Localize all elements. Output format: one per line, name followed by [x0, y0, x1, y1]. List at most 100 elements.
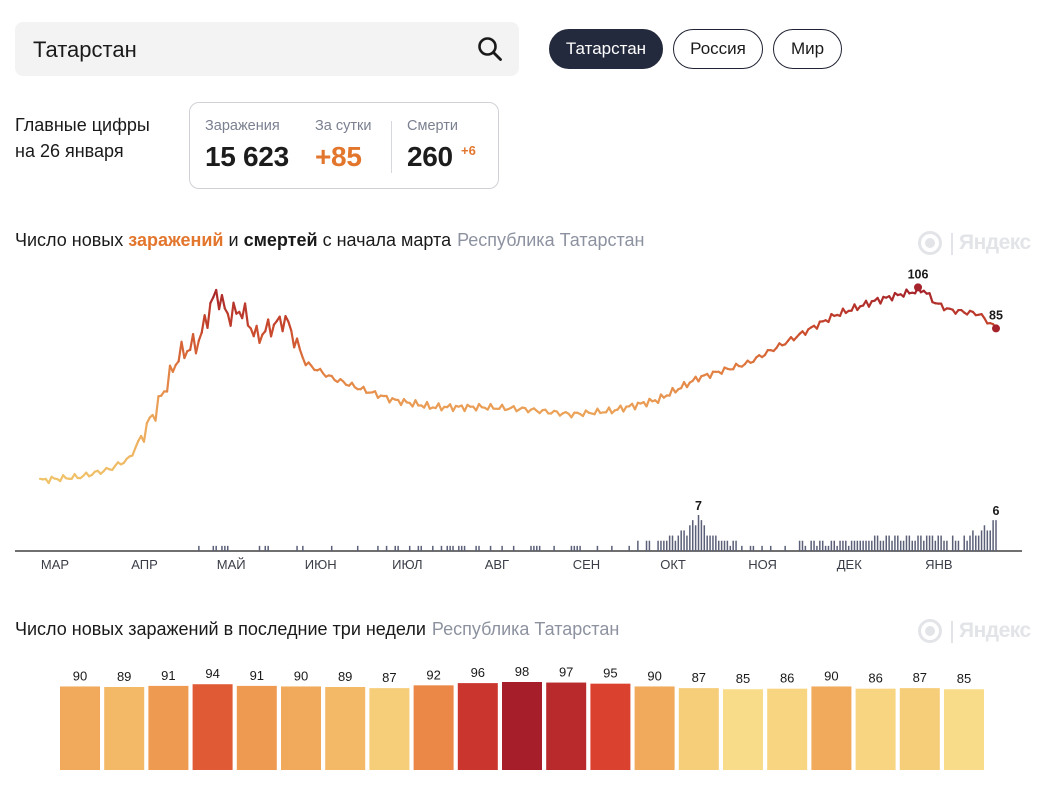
deaths-bar — [706, 535, 708, 551]
three-week-bar-label: 87 — [692, 670, 706, 685]
infections-segment — [463, 403, 469, 413]
deaths-bar — [686, 535, 688, 551]
deaths-bar — [801, 540, 804, 551]
deaths-bar — [986, 530, 989, 551]
deaths-label: Смерти — [407, 118, 458, 134]
three-week-bar-label: 98 — [515, 664, 529, 679]
infections-segment — [301, 356, 307, 367]
deaths-bar — [969, 535, 971, 551]
deaths-bar — [847, 545, 850, 551]
chart1-title: Число новых заражений и смертей с начала… — [15, 230, 644, 251]
deaths-bar — [862, 540, 864, 551]
deaths-bar — [668, 535, 671, 551]
three-week-bar — [767, 688, 808, 770]
deaths-bar — [868, 540, 870, 551]
infections-segment — [269, 323, 276, 338]
deaths-bar — [882, 540, 885, 551]
deaths-bar — [596, 545, 599, 551]
infections-segment — [940, 302, 946, 312]
infections-series — [38, 286, 998, 485]
infections-segment — [142, 422, 148, 443]
three-week-bar — [369, 688, 410, 770]
summary-title-line1: Главные цифры — [15, 115, 150, 135]
deaths-bar — [697, 515, 700, 551]
deaths-bar — [700, 520, 703, 551]
deaths-bar — [648, 540, 651, 551]
deaths-bar — [749, 545, 752, 551]
three-week-bar-label: 90 — [73, 668, 87, 683]
brand-word: Яндекс — [959, 619, 1031, 642]
three-week-bar-label: 89 — [338, 669, 352, 684]
tab-russia[interactable]: Россия — [673, 29, 763, 69]
deaths-bar — [689, 525, 691, 551]
three-week-bar-label: 87 — [913, 670, 927, 685]
yandex-logo-icon — [918, 619, 942, 643]
deaths-bar — [816, 545, 818, 551]
infections-segment — [154, 395, 160, 422]
deaths-bar — [573, 545, 576, 551]
deaths-bar — [897, 535, 899, 551]
search-icon[interactable] — [477, 36, 503, 62]
infections-segment — [134, 440, 140, 450]
infections-last-point — [992, 324, 1000, 333]
deaths-bar — [972, 530, 974, 551]
deaths-bar — [943, 540, 945, 551]
deaths-bar — [720, 540, 723, 551]
infections-segment — [131, 447, 137, 457]
deaths-bar — [726, 540, 729, 551]
deaths-bar — [836, 545, 838, 551]
deaths-bar — [752, 545, 755, 551]
search-input[interactable] — [31, 22, 475, 78]
deaths-bar — [674, 540, 677, 551]
deaths-bar — [212, 545, 215, 551]
deaths-bar — [810, 540, 812, 551]
infections-segment — [47, 475, 53, 485]
deaths-bar — [330, 545, 333, 551]
deaths-bar — [660, 540, 662, 551]
deaths-bar — [530, 545, 532, 551]
deaths-bar — [258, 545, 261, 551]
infections-segment — [200, 314, 206, 334]
three-week-bar — [546, 682, 587, 770]
three-week-bar-label: 91 — [250, 668, 264, 683]
tab-world[interactable]: Мир — [773, 29, 842, 69]
three-week-bar-label: 96 — [471, 665, 485, 680]
deaths-bar — [957, 540, 960, 551]
infections-segment — [287, 320, 293, 332]
deaths-bar — [198, 545, 200, 551]
three-week-bar — [944, 689, 984, 770]
deaths-bar — [657, 540, 659, 551]
deaths-bar — [879, 540, 882, 551]
deaths-bar — [821, 540, 824, 551]
daily-label: За сутки — [315, 118, 372, 134]
deaths-bar — [224, 545, 226, 551]
deaths-bar — [989, 530, 991, 551]
deaths-bar — [827, 545, 830, 551]
deaths-bar — [501, 545, 503, 551]
deaths-bar — [784, 545, 786, 551]
three-week-bar — [723, 689, 763, 770]
infections-peak-label: 106 — [908, 267, 929, 281]
three-week-bar — [325, 687, 366, 770]
x-tick-label: СЕН — [573, 557, 600, 572]
three-week-bar — [899, 688, 940, 770]
deaths-bar — [911, 540, 913, 551]
deaths-last-label: 6 — [993, 504, 1000, 518]
three-week-bar-label: 95 — [603, 666, 617, 681]
infections-segment — [229, 301, 235, 327]
chart1-title-part3: с начала марта — [317, 230, 452, 250]
deaths-bar — [899, 540, 902, 551]
deaths-bar — [226, 545, 229, 551]
deaths-bar — [440, 545, 443, 551]
infections-deaths-chart: МАР АПР МАЙ ИЮН ИЮЛ АВГ СЕН ОКТ НОЯ ДЕК ЯНВ 106 85 7 6 — [15, 267, 1022, 572]
infections-segment — [437, 402, 443, 412]
three-week-bar-label: 90 — [824, 668, 838, 683]
tab-tatarstan[interactable]: Татарстан — [549, 29, 663, 69]
infections-segment — [928, 292, 934, 304]
three-week-bar-label: 86 — [780, 671, 794, 686]
deaths-bar — [842, 540, 844, 551]
three-week-bar — [634, 686, 675, 770]
three-week-bar — [192, 684, 233, 770]
chart1-title-deaths: смертей — [243, 230, 318, 250]
search-box[interactable] — [15, 22, 519, 78]
